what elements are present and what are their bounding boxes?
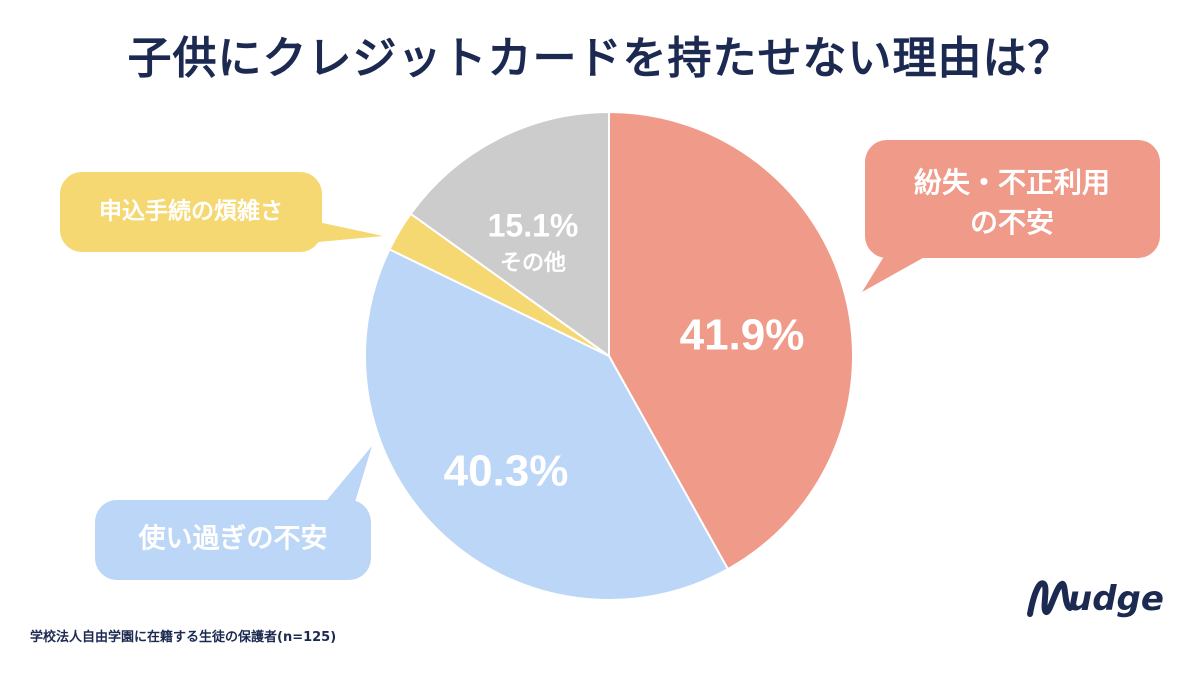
page-title: 子供にクレジットカードを持たせない理由は？ [127, 33, 1073, 84]
slice-value-label: 41.9% [680, 311, 805, 360]
pie-slice [409, 110, 610, 358]
callout-bubble: 申込手続の煩雑さ [60, 172, 383, 252]
pie-slice [364, 248, 730, 601]
slice-category-label: その他 [500, 251, 566, 276]
callout-bubble: 使い過ぎの不安 [95, 446, 372, 580]
callout-label: 申込手続の煩雑さ [99, 198, 283, 225]
slice-value-label: 40.3% [444, 447, 569, 496]
logo-text: udge [1068, 579, 1164, 619]
callout-label: 使い過ぎの不安 [138, 524, 328, 555]
callout-label: 紛失・不正利用 [914, 166, 1110, 199]
footnote: 学校法人自由学園に在籍する生徒の保護者(n=125) [30, 630, 337, 645]
callout-label: の不安 [970, 206, 1054, 239]
pie-slice [608, 110, 854, 571]
nudge-logo: udge [1027, 579, 1164, 619]
slice-value-label: 15.1% [488, 207, 579, 243]
